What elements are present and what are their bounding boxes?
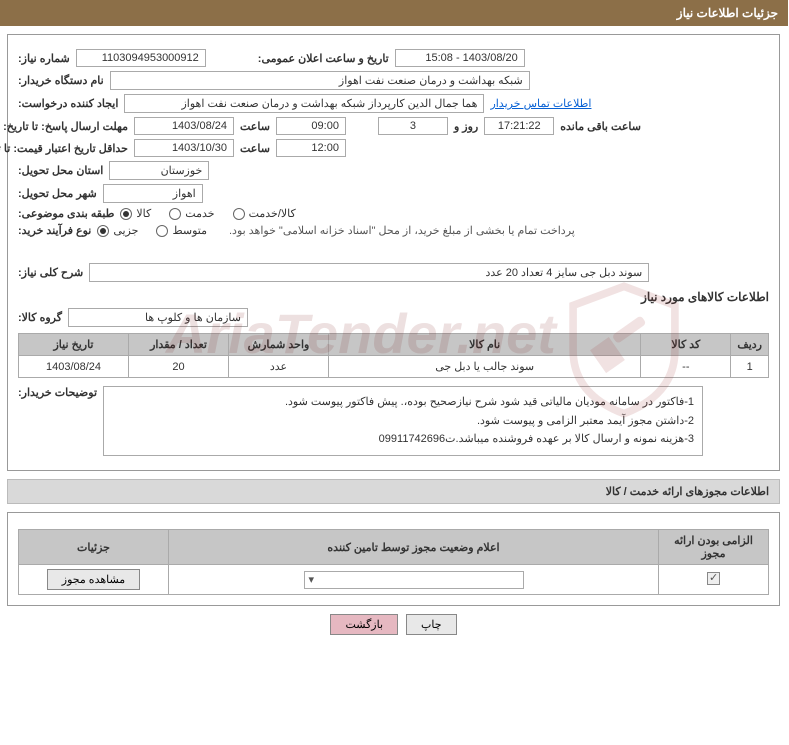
creator-label: ایجاد کننده درخواست: <box>19 97 119 110</box>
cell-qty: 20 <box>130 356 230 378</box>
panel-header: جزئیات اطلاعات نیاز <box>0 0 789 26</box>
announce-field: 1403/08/20 - 15:08 <box>396 49 526 67</box>
view-license-button[interactable]: مشاهده مجوز <box>48 569 141 590</box>
th-qty: تعداد / مقدار <box>130 334 230 356</box>
buyer-label: نام دستگاه خریدار: <box>19 74 105 87</box>
deadline-date-field: 1403/08/24 <box>135 117 235 135</box>
th-unit: واحد شمارش <box>230 334 330 356</box>
th-row: ردیف <box>732 334 770 356</box>
category-radios: کالا خدمت کالا/خدمت <box>121 207 296 220</box>
footer-buttons: چاپ بازگشت <box>0 614 789 635</box>
goods-table: ردیف کد کالا نام کالا واحد شمارش تعداد /… <box>19 333 770 378</box>
radio-both[interactable] <box>234 208 246 220</box>
radio-goods[interactable] <box>121 208 133 220</box>
creator-field: هما جمال الدین کارپرداز شبکه بهداشت و در… <box>125 94 485 113</box>
license-table: الزامی بودن ارائه مجوز اعلام وضعیت مجوز … <box>19 529 770 595</box>
validity-label: حداقل تاریخ اعتبار قیمت: تا تاریخ: <box>19 142 129 155</box>
deadline-time-field: 09:00 <box>277 117 347 135</box>
cell-name: سوند جالب یا دبل جی <box>330 356 642 378</box>
print-button[interactable]: چاپ <box>407 614 458 635</box>
buytype-radios: جزیی متوسط <box>98 224 208 237</box>
province-field: خوزستان <box>110 161 210 180</box>
group-label: گروه کالا: <box>19 311 63 324</box>
pay-note: پرداخت تمام یا بخشی از مبلغ خرید، از محل… <box>230 224 576 237</box>
cat-service-label: خدمت <box>186 207 215 220</box>
need-no-label: شماره نیاز: <box>19 52 71 65</box>
status-select[interactable] <box>305 571 525 589</box>
panel-title: جزئیات اطلاعات نیاز <box>678 6 779 20</box>
city-field: اهواز <box>104 184 204 203</box>
remain-label: ساعت باقی مانده <box>561 120 642 133</box>
th-detail: جزئیات <box>20 530 170 565</box>
time-label-1: ساعت <box>241 120 271 133</box>
cell-row: 1 <box>732 356 770 378</box>
cell-unit: عدد <box>230 356 330 378</box>
desc-line-3: 3-هزینه نمونه و ارسال کالا بر عهده فروشن… <box>113 430 695 449</box>
need-no-field: 1103094953000912 <box>77 49 207 67</box>
bt-partial-label: جزیی <box>114 224 139 237</box>
required-checkbox <box>708 572 721 585</box>
announce-label: تاریخ و ساعت اعلان عمومی: <box>259 52 390 65</box>
buyer-desc-label: توضیحات خریدار: <box>19 386 98 399</box>
license-row: مشاهده مجوز <box>20 565 770 595</box>
validity-date-field: 1403/10/30 <box>135 139 235 157</box>
summary-label: شرح کلی نیاز: <box>19 266 84 279</box>
contact-link[interactable]: اطلاعات تماس خریدار <box>491 97 592 110</box>
desc-line-1: 1-فاکتور در سامانه مودیان مالیاتی قید شو… <box>113 393 695 412</box>
license-panel: الزامی بودن ارائه مجوز اعلام وضعیت مجوز … <box>8 512 781 606</box>
cat-goods-label: کالا <box>137 207 152 220</box>
validity-time-field: 12:00 <box>277 139 347 157</box>
summary-field: سوند دبل جی سایز 4 تعداد 20 عدد <box>90 263 650 282</box>
days-field: 3 <box>379 117 449 135</box>
back-button[interactable]: بازگشت <box>331 614 399 635</box>
deadline-label: مهلت ارسال پاسخ: تا تاریخ: <box>19 120 129 133</box>
buyer-field: شبکه بهداشت و درمان صنعت نفت اهواز <box>111 71 531 90</box>
city-label: شهر محل تحویل: <box>19 187 98 200</box>
radio-medium[interactable] <box>157 225 169 237</box>
radio-partial[interactable] <box>98 225 110 237</box>
days-label: روز و <box>455 120 479 133</box>
license-section-header: اطلاعات مجوزهای ارائه خدمت / کالا <box>8 479 781 504</box>
th-required: الزامی بودن ارائه مجوز <box>660 530 770 565</box>
province-label: استان محل تحویل: <box>19 164 104 177</box>
th-date: تاریخ نیاز <box>20 334 130 356</box>
cell-date: 1403/08/24 <box>20 356 130 378</box>
cell-code: -- <box>642 356 732 378</box>
cat-both-label: کالا/خدمت <box>250 207 297 220</box>
group-field: سازمان ها و کلوپ ها <box>69 308 249 327</box>
countdown-field: 17:21:22 <box>485 117 555 135</box>
main-panel: شماره نیاز: 1103094953000912 تاریخ و ساع… <box>8 34 781 471</box>
time-label-2: ساعت <box>241 142 271 155</box>
th-name: نام کالا <box>330 334 642 356</box>
goods-section-title: اطلاعات کالاهای مورد نیاز <box>19 290 770 304</box>
desc-line-2: 2-داشتن مجوز آیمد معتبر الزامی و پیوست ش… <box>113 412 695 431</box>
category-label: طبقه بندی موضوعی: <box>19 207 115 220</box>
th-status: اعلام وضعیت مجوز توسط تامین کننده <box>170 530 660 565</box>
bt-medium-label: متوسط <box>173 224 208 237</box>
buytype-label: نوع فرآیند خرید: <box>19 224 92 237</box>
buyer-desc-box: 1-فاکتور در سامانه مودیان مالیاتی قید شو… <box>104 386 704 456</box>
th-code: کد کالا <box>642 334 732 356</box>
radio-service[interactable] <box>170 208 182 220</box>
table-row: 1 -- سوند جالب یا دبل جی عدد 20 1403/08/… <box>20 356 770 378</box>
